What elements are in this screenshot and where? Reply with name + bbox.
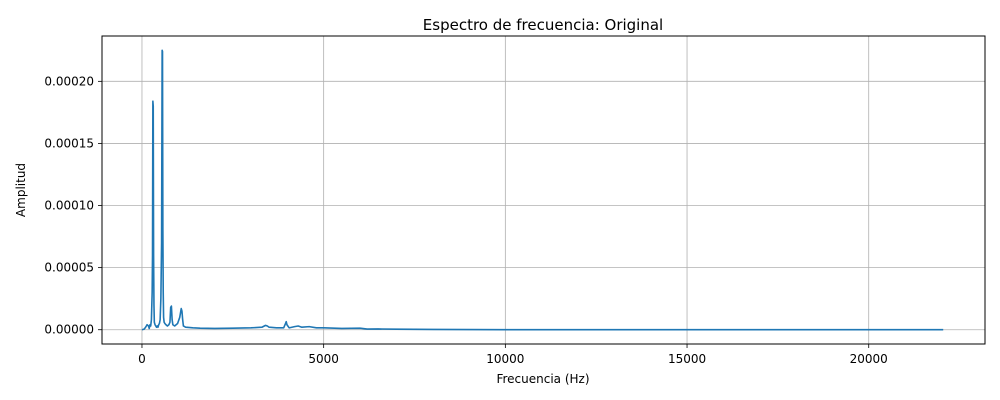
x-axis-label: Frecuencia (Hz) [496, 372, 589, 386]
plot-frame [101, 35, 986, 345]
y-tick-label: 0.00005 [44, 261, 94, 275]
y-tick-label: 0.00020 [44, 74, 94, 88]
chart-title: Espectro de frecuencia: Original [423, 16, 663, 34]
grid-lines [102, 36, 985, 344]
x-tick-label: 5000 [308, 352, 339, 366]
x-tick-label: 10000 [486, 352, 524, 366]
y-axis-ticks: 0.00000 0.00005 0.00010 0.00015 0.00020 [44, 74, 102, 337]
x-tick-label: 15000 [668, 352, 706, 366]
x-tick-label: 0 [138, 352, 146, 366]
y-tick-label: 0.00010 [44, 199, 94, 213]
y-tick-label: 0.00015 [44, 136, 94, 150]
y-tick-label: 0.00000 [44, 323, 94, 337]
y-axis-label: Amplitud [14, 163, 28, 217]
spectrum-line [141, 49, 944, 331]
x-tick-label: 20000 [850, 352, 888, 366]
x-axis-ticks: 0 5000 10000 15000 20000 [138, 344, 888, 366]
